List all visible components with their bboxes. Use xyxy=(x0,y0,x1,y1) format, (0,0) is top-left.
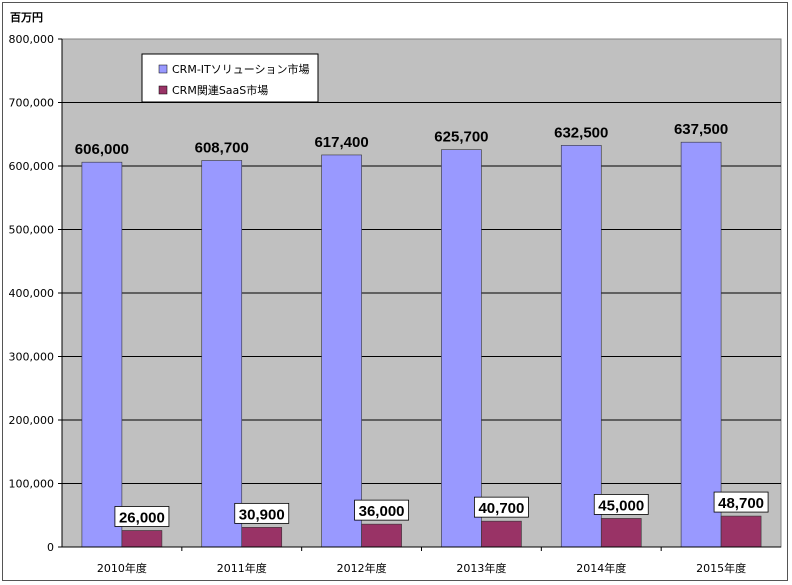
data-label-box xyxy=(114,506,170,527)
y-tick-label: 600,000 xyxy=(9,160,55,173)
data-label-crm-it: 608,700 xyxy=(195,139,249,156)
legend-swatch-crm-it xyxy=(158,64,168,74)
data-label-box xyxy=(593,494,649,515)
bar-crm-saas-2014年度 xyxy=(600,518,642,548)
bar-crm-it-2014年度 xyxy=(560,145,602,548)
data-label-box xyxy=(474,496,529,518)
bar-crm-it-2015年度 xyxy=(680,141,722,548)
y-tick-label: 0 xyxy=(47,541,54,554)
y-tick-label: 500,000 xyxy=(9,224,55,237)
data-label-crm-saas: 26,000 xyxy=(119,509,165,526)
y-tick-label: 100,000 xyxy=(9,478,55,491)
data-label-crm-saas: 36,000 xyxy=(359,503,405,520)
y-tick-label: 400,000 xyxy=(9,287,55,300)
x-tick-label: 2011年度 xyxy=(217,561,267,575)
data-label-crm-saas: 45,000 xyxy=(598,497,644,514)
y-tick-label: 800,000 xyxy=(9,33,55,46)
bar-crm-it-2010年度 xyxy=(81,161,123,548)
x-tick-label: 2012年度 xyxy=(337,561,387,575)
legend-label-crm-saas: CRM関連SaaS市場 xyxy=(172,83,268,97)
y-tick-label: 300,000 xyxy=(9,351,55,364)
data-label-crm-it: 637,500 xyxy=(674,121,728,138)
x-axis-ticks: 2010年度 2011年度 2012年度 2013年度 2014年度 2015年度 xyxy=(62,546,781,575)
bar-crm-it-2011年度 xyxy=(201,160,243,548)
data-label-crm-saas: 40,700 xyxy=(478,500,524,517)
data-label-crm-it: 617,400 xyxy=(314,134,368,151)
bars: 606,000 26,000 608,700 30,900 617,400 36,000 6… xyxy=(75,121,769,548)
legend: CRM-ITソリューション市場 CRM関連SaaS市場 xyxy=(141,53,319,103)
bar-crm-saas-2015年度 xyxy=(720,515,762,548)
bar-crm-saas-2010年度 xyxy=(121,530,163,548)
data-label-box xyxy=(234,502,290,524)
data-label-crm-saas: 48,700 xyxy=(718,495,764,512)
data-label-crm-saas: 30,900 xyxy=(239,506,285,523)
y-tick-label: 200,000 xyxy=(9,414,55,427)
x-tick-label: 2014年度 xyxy=(576,561,626,575)
data-label-box xyxy=(354,499,409,521)
y-axis-unit-label: 百万円 xyxy=(10,11,43,24)
data-label-box xyxy=(713,491,769,513)
legend-swatch-crm-saas xyxy=(158,85,168,95)
bar-crm-saas-2011年度 xyxy=(241,527,283,548)
data-label-crm-it: 625,700 xyxy=(434,129,488,146)
legend-label-crm-it: CRM-ITソリューション市場 xyxy=(172,62,310,76)
y-tick-label: 700,000 xyxy=(9,97,55,110)
x-tick-label: 2010年度 xyxy=(97,561,147,575)
bar-crm-it-2012年度 xyxy=(321,154,362,548)
data-label-crm-it: 606,000 xyxy=(75,141,129,158)
x-tick-label: 2015年度 xyxy=(696,561,746,575)
bar-crm-saas-2012年度 xyxy=(361,523,402,548)
data-label-crm-it: 632,500 xyxy=(554,124,608,141)
x-tick-label: 2013年度 xyxy=(456,561,506,575)
y-axis-ticks: 0 100,000 200,000 300,000 400,000 500,000 600,… xyxy=(9,33,63,554)
legend-box xyxy=(141,53,319,103)
bar-crm-saas-2013年度 xyxy=(481,520,522,548)
bar-crm-it-2013年度 xyxy=(441,149,482,548)
